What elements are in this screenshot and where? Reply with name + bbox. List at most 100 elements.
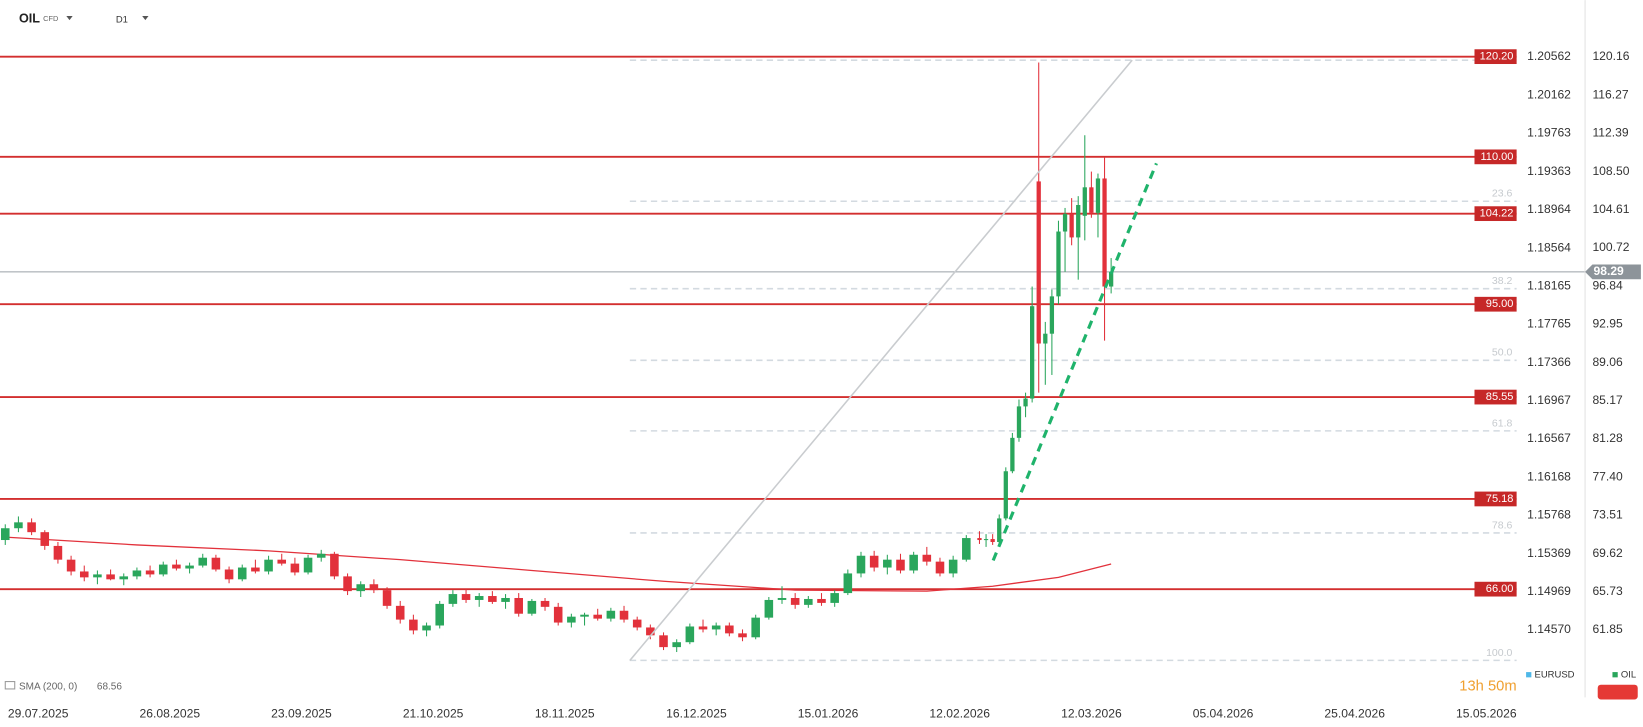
last-price-label: 98.29: [1593, 264, 1624, 278]
symbol[interactable]: OIL: [19, 11, 40, 25]
candle-body: [1056, 231, 1061, 297]
candle-body: [883, 559, 892, 568]
candle-body: [646, 627, 655, 636]
candle-body: [777, 597, 787, 600]
candle-body: [1076, 204, 1081, 238]
candle-body: [132, 570, 142, 577]
candle-body: [1049, 296, 1055, 334]
overlay: 120.20 110.00 104.22 95.00 85.55 75.18 66.00: [1474, 49, 1517, 597]
candle-body: [527, 600, 537, 614]
candle-body: [804, 598, 813, 605]
y2-tick-label: 1.18964: [1527, 202, 1571, 216]
candle-body: [1023, 398, 1028, 407]
candle-body: [1095, 178, 1101, 213]
sma-line: [5, 536, 1112, 592]
y2-tick-label: 1.16168: [1527, 469, 1571, 483]
interval[interactable]: D1: [116, 15, 128, 26]
candle-body: [659, 635, 668, 648]
candle-body: [488, 596, 497, 602]
candle-body: [580, 614, 589, 617]
x-tick-label: 15.05.2026: [1456, 706, 1517, 720]
candle-body: [422, 625, 431, 631]
candle-body: [1010, 437, 1015, 472]
candle-body: [619, 610, 629, 620]
y-tick-label: 96.84: [1592, 278, 1623, 292]
candle-body: [922, 554, 932, 562]
bar-countdown: 13h 50m: [1459, 679, 1516, 695]
y2-tick-label: 1.17366: [1527, 355, 1571, 369]
legend-swatch: [1612, 672, 1618, 678]
candle-body: [158, 564, 168, 575]
candle-body: [962, 538, 971, 560]
indicator-legend[interactable]: SMA (200, 0) 68.56: [4, 681, 122, 692]
level-tag: [1474, 149, 1517, 165]
x-tick-label: 12.02.2026: [929, 706, 990, 720]
candle-body: [0, 528, 10, 541]
x-tick-label: 26.08.2025: [140, 706, 201, 720]
fib-label: 61.8: [1492, 417, 1513, 429]
legend-label[interactable]: OIL: [1621, 670, 1636, 681]
candle-body: [145, 570, 155, 575]
candle-body: [1003, 471, 1008, 519]
dropdown-arrow[interactable]: [66, 15, 73, 21]
candle-body: [330, 553, 339, 577]
y2-tick-label: 1.19363: [1527, 164, 1571, 178]
candle-body: [382, 590, 392, 606]
candle-body: [66, 559, 76, 572]
level-tag: [1474, 49, 1517, 65]
x-tick-label: 29.07.2025: [8, 706, 69, 720]
candle-body: [698, 626, 708, 630]
fib-label: 38.2: [1492, 275, 1513, 287]
candle-body: [1108, 271, 1114, 287]
fib-trend-line: [629, 59, 1133, 662]
candle-body: [856, 555, 866, 574]
candle-body: [790, 597, 800, 605]
candle-body: [172, 564, 181, 569]
candle-body: [725, 625, 734, 634]
candle-body: [1102, 178, 1107, 287]
candle-body: [224, 569, 234, 580]
y-tick-label: 108.50: [1592, 164, 1629, 178]
candle-body: [237, 567, 247, 580]
y2-tick-label: 1.20162: [1527, 87, 1571, 101]
candle-body: [198, 557, 208, 566]
candle-body: [977, 538, 982, 541]
x-tick-label: 12.03.2026: [1061, 706, 1122, 720]
candle-body: [751, 617, 760, 638]
dropdown-arrow[interactable]: [142, 15, 149, 21]
y2-tick-label: 1.17765: [1527, 317, 1571, 331]
y2-tick-label: 1.20562: [1527, 49, 1571, 63]
candle-body: [738, 633, 747, 638]
y-tick-label: 61.85: [1592, 622, 1623, 636]
level-tag: [1474, 296, 1517, 312]
fib-label: 78.6: [1492, 519, 1513, 531]
x-tick-label: 21.10.2025: [403, 706, 464, 720]
trend-line: [991, 162, 1158, 562]
level-label: 104.22: [1480, 208, 1514, 220]
candle-body: [909, 554, 918, 571]
y2-tick-label: 1.15768: [1527, 508, 1571, 522]
action-button[interactable]: [1597, 684, 1638, 700]
y2-tick-label: 1.14570: [1527, 622, 1571, 636]
y-tick-label: 116.27: [1592, 87, 1628, 101]
level-label: 85.55: [1486, 391, 1514, 403]
legend-label[interactable]: EURUSD: [1535, 670, 1575, 681]
candle-body: [501, 597, 510, 602]
candle-body: [869, 555, 879, 568]
candle-body: [1062, 213, 1068, 232]
candle-body: [185, 565, 194, 569]
candle-body: [93, 574, 102, 578]
y-tick-label: 100.72: [1592, 240, 1629, 254]
candle-body: [277, 559, 287, 564]
candle-body: [843, 573, 853, 594]
level-label: 95.00: [1486, 298, 1514, 310]
candle-body: [990, 539, 995, 542]
indicator-value: 68.56: [97, 681, 122, 692]
candle-body: [632, 619, 642, 628]
y-tick-label: 81.28: [1592, 431, 1623, 445]
candle-body: [983, 539, 989, 541]
candle-body: [540, 600, 550, 607]
level-tag: [1474, 581, 1517, 597]
y2-tick-label: 1.18165: [1527, 278, 1571, 292]
candle-body: [316, 553, 326, 558]
